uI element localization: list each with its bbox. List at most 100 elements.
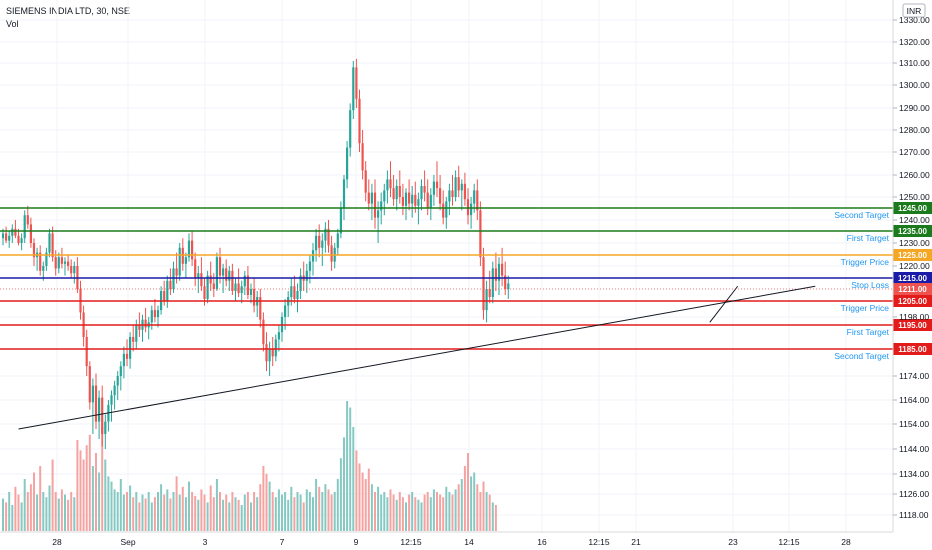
volume-bar [160,484,163,531]
volume-bar [352,427,355,531]
candle-body [274,339,277,357]
candle-body [156,310,160,317]
volume-bar [206,502,209,531]
volume-bar [364,479,367,531]
candle-body [408,192,411,204]
volume-bar [315,479,318,531]
candle-body [299,275,302,291]
volume-bar [417,499,420,531]
candle-body [451,190,454,197]
volume-bar [212,497,215,531]
volume-bar [70,492,73,531]
chart-symbol-title: SIEMENS INDIA LTD, 30, NSE [6,6,130,16]
time-axis[interactable]: 28 Sep 3 7 9 12:15 14 16 12:15 21 23 12:15 28 [0,531,893,547]
volume-bar [107,476,110,531]
volume-bar [85,445,88,531]
candle-body [373,192,377,218]
volume-bar [414,497,417,531]
price-tag [893,202,932,214]
candle-body [215,257,218,289]
candle-body [327,228,330,246]
volume-bar [265,473,268,531]
volume-bar [29,484,32,531]
volume-bar [423,494,426,531]
candle-body [231,270,234,291]
y-tick-label: 1320.00 [899,37,930,47]
candle-body [67,261,70,266]
candle-body [473,190,476,204]
candle-body [507,283,510,289]
candle-body [178,247,181,276]
y-tick-label: 1198.00 [899,312,929,322]
candle-body [110,395,113,405]
volume-bar [98,472,101,531]
volume-bar [395,499,398,531]
y-tick-label: 1154.00 [899,419,929,429]
candle-body [169,280,172,289]
candle-body [246,275,249,295]
candle-body [392,188,395,200]
volume-bar [343,437,345,531]
volume-bar [95,453,97,531]
candle-body [14,228,17,236]
trendline [709,285,739,323]
volume-bar [494,505,497,531]
price-tag-text: 1185.00 [898,345,927,354]
candle-body [352,67,355,111]
volume-bar [222,499,225,531]
volume-bar [491,502,494,531]
volume-bar [454,489,457,531]
volume-bar [346,401,349,531]
volume-bar [398,492,401,531]
candle-body [225,268,228,281]
volume-bar [488,494,491,531]
currency-badge[interactable]: INR [902,3,926,18]
candle-body [265,344,268,362]
volume-bar [184,497,187,531]
candle-body [98,397,101,422]
volume-bar [262,466,265,531]
volume-bar [110,481,113,531]
price-tag [893,225,932,237]
candle-body [383,190,386,202]
candle-body [497,263,501,281]
candle-body [411,194,414,204]
candle-body [349,110,352,148]
candle-body [1,233,5,239]
candle-body [194,259,197,278]
candle-body [463,183,466,200]
volume-bar [116,492,119,531]
candle-body [426,192,429,208]
y-tick-label: 1280.00 [899,125,930,135]
volume-bar [349,407,352,531]
candle-body [324,228,327,241]
volume-bar [274,497,277,531]
candle-body [435,181,439,189]
volume-bar [439,494,442,531]
volume-bar [23,479,26,531]
level-label: Second Target [834,210,889,220]
volume-bar [259,484,262,531]
volume-bar [293,497,296,531]
volume-bar [197,499,200,531]
volume-bar [39,466,42,531]
volume-bar [157,492,159,531]
candle-body [203,286,206,299]
price-axis[interactable]: 1330.00 1320.00 1310.00 1300.00 1290.00 1280.… [892,0,930,532]
x-tick-label: 12:15 [400,537,422,547]
volume-bar [302,502,305,531]
volume-bar [386,497,389,531]
volume-bar [355,450,358,531]
level-label: First Target [847,233,890,243]
volume-bar [284,492,287,531]
volume-bar [122,494,125,531]
x-tick-label: 12:15 [778,537,800,547]
trendlines[interactable] [18,285,816,430]
volume-bar [290,486,293,531]
y-tick-label: 1230.00 [899,238,930,248]
candle-body [181,247,184,264]
volume-bar [281,494,283,531]
volume-bar [476,484,479,531]
candle-body [125,353,129,359]
